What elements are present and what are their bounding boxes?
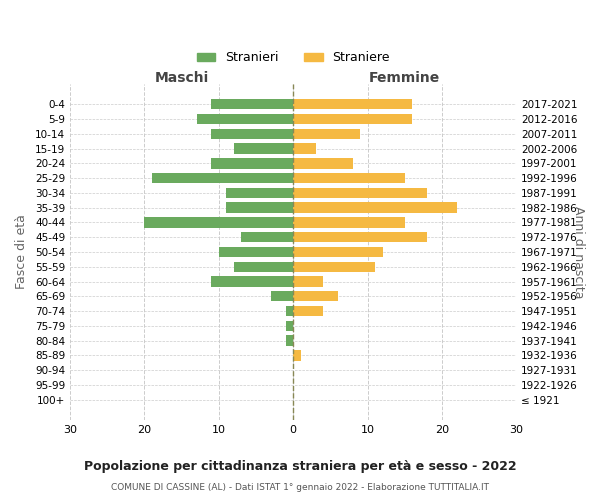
Bar xyxy=(234,262,293,272)
Bar xyxy=(293,99,412,110)
Bar xyxy=(152,173,293,184)
Bar xyxy=(241,232,293,242)
Bar xyxy=(286,336,293,346)
Bar xyxy=(293,218,405,228)
Bar xyxy=(226,188,293,198)
Text: Femmine: Femmine xyxy=(369,71,440,85)
Bar xyxy=(211,99,293,110)
Bar xyxy=(293,114,412,124)
Bar xyxy=(293,276,323,286)
Bar xyxy=(286,306,293,316)
Bar xyxy=(293,306,323,316)
Bar xyxy=(219,247,293,257)
Y-axis label: Anni di nascita: Anni di nascita xyxy=(572,206,585,298)
Y-axis label: Fasce di età: Fasce di età xyxy=(15,214,28,290)
Bar xyxy=(293,128,360,139)
Bar xyxy=(211,158,293,168)
Bar xyxy=(293,188,427,198)
Bar xyxy=(293,291,338,302)
Bar xyxy=(226,202,293,213)
Bar xyxy=(293,247,383,257)
Bar xyxy=(211,128,293,139)
Bar xyxy=(234,144,293,154)
Bar xyxy=(293,202,457,213)
Legend: Stranieri, Straniere: Stranieri, Straniere xyxy=(191,46,395,70)
Bar xyxy=(271,291,293,302)
Bar xyxy=(293,158,353,168)
Bar xyxy=(293,173,405,184)
Bar xyxy=(293,262,375,272)
Bar xyxy=(293,144,316,154)
Text: COMUNE DI CASSINE (AL) - Dati ISTAT 1° gennaio 2022 - Elaborazione TUTTITALIA.IT: COMUNE DI CASSINE (AL) - Dati ISTAT 1° g… xyxy=(111,483,489,492)
Bar xyxy=(211,276,293,286)
Bar xyxy=(197,114,293,124)
Bar xyxy=(145,218,293,228)
Bar xyxy=(293,232,427,242)
Text: Popolazione per cittadinanza straniera per età e sesso - 2022: Popolazione per cittadinanza straniera p… xyxy=(83,460,517,473)
Bar xyxy=(286,320,293,331)
Bar xyxy=(293,350,301,360)
Text: Maschi: Maschi xyxy=(155,71,209,85)
